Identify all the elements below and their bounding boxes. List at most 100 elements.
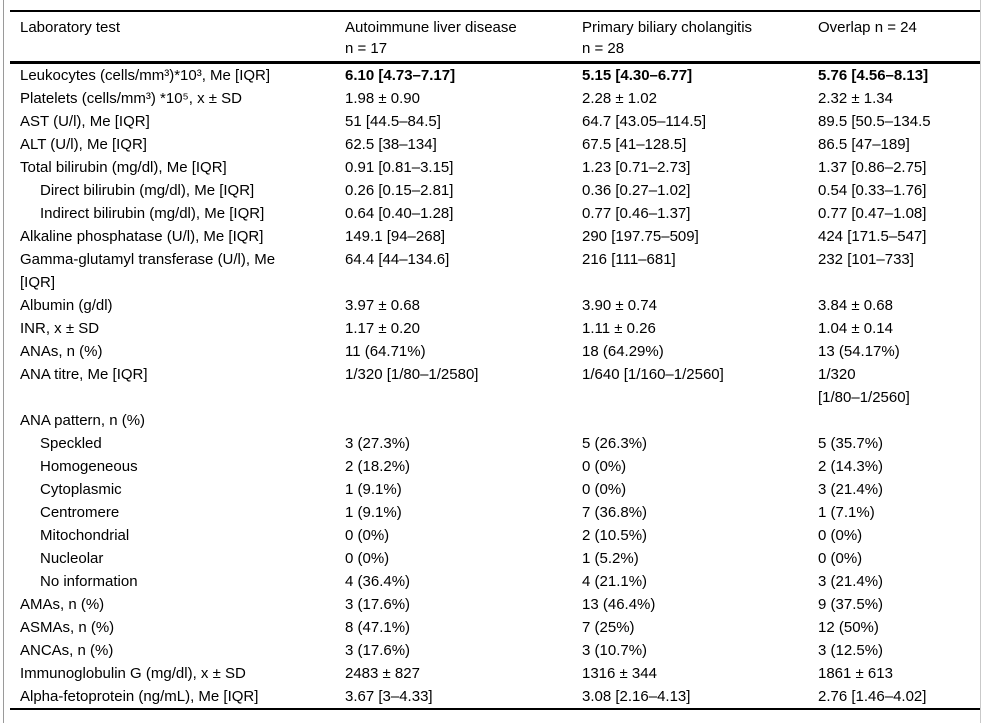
row-label: Mitochondrial — [40, 527, 130, 544]
row-value: 1/640 [1/160–1/2560] — [582, 366, 724, 383]
row-value: 1.11 ± 0.26 — [582, 320, 656, 337]
row-value: 18 (64.29%) — [582, 343, 664, 360]
table-row: Gamma-glutamyl transferase (U/l), Me [IQ… — [10, 248, 980, 294]
row-value: 3.84 ± 0.68 — [818, 297, 893, 314]
table-row: INR, x ± SD 1.17 ± 0.20 1.11 ± 0.26 1.04… — [10, 317, 980, 340]
row-value: 1 (5.2%) — [582, 550, 639, 567]
row-label: Immunoglobulin G (mg/dl), x ± SD — [20, 665, 246, 682]
row-label: ANA titre, Me [IQR] — [20, 366, 148, 383]
row-value: 64.7 [43.05–114.5] — [582, 113, 706, 130]
row-value: 3 (21.4%) — [818, 481, 884, 498]
row-label: Leukocytes (cells/mm³)*10³, Me [IQR] — [20, 67, 271, 84]
row-value: 2.28 ± 1.02 — [582, 90, 657, 107]
row-value: 0.36 [0.27–1.02] — [582, 182, 691, 199]
row-label: Alpha-fetoprotein (ng/mL), Me [IQR] — [20, 688, 259, 705]
row-value: 3.97 ± 0.68 — [345, 297, 420, 314]
row-label: No information — [40, 573, 138, 590]
row-value: 86.5 [47–189] — [818, 136, 910, 153]
row-value: 0.91 [0.81–3.15] — [345, 159, 454, 176]
row-value: 13 (54.17%) — [818, 343, 900, 360]
row-value: 0.26 [0.15–2.81] — [345, 182, 454, 199]
row-label: ANA pattern, n (%) — [20, 412, 146, 429]
row-value: 0.77 [0.47–1.08] — [818, 205, 927, 222]
table-row: Alpha-fetoprotein (ng/mL), Me [IQR] 3.67… — [10, 685, 980, 709]
row-value: 5.15 [4.30–6.77] — [582, 67, 693, 84]
row-value: 0.77 [0.46–1.37] — [582, 205, 691, 222]
table-row: Leukocytes (cells/mm³)*10³, Me [IQR] 6.1… — [10, 63, 980, 88]
header-row: Laboratory test Autoimmune liver disease… — [10, 11, 980, 64]
table-row: AMAs, n (%) 3 (17.6%) 13 (46.4%) 9 (37.5… — [10, 593, 980, 616]
row-value: 1 (9.1%) — [345, 504, 402, 521]
table-row: Alkaline phosphatase (U/l), Me [IQR] 149… — [10, 225, 980, 248]
row-label: ASMAs, n (%) — [20, 619, 115, 636]
row-label: Albumin (g/dl) — [20, 297, 113, 314]
table-row: ASMAs, n (%) 8 (47.1%) 7 (25%) 12 (50%) — [10, 616, 980, 639]
row-value: 12 (50%) — [818, 619, 879, 636]
row-value: 2.32 ± 1.34 — [818, 90, 893, 107]
column-header-overlap: Overlap n = 24 — [818, 11, 980, 64]
table-header: Laboratory test Autoimmune liver disease… — [10, 11, 980, 64]
row-value: 3 (17.6%) — [345, 596, 411, 613]
row-value — [818, 409, 980, 432]
row-value: 1.98 ± 0.90 — [345, 90, 420, 107]
row-value: 9 (37.5%) — [818, 596, 884, 613]
row-value: 1316 ± 344 — [582, 665, 657, 682]
row-value: 1.17 ± 0.20 — [345, 320, 420, 337]
table-row: AST (U/l), Me [IQR] 51 [44.5–84.5] 64.7 … — [10, 110, 980, 133]
row-value: 0 (0%) — [818, 527, 863, 544]
row-value: 7 (25%) — [582, 619, 635, 636]
table-row: ALT (U/l), Me [IQR] 62.5 [38–134] 67.5 [… — [10, 133, 980, 156]
row-label: Platelets (cells/mm³) *10⁵, x ± SD — [20, 90, 242, 107]
table-row: Speckled 3 (27.3%) 5 (26.3%) 5 (35.7%) — [10, 432, 980, 455]
row-value: 1/320 [1/80–1/2560] — [818, 366, 910, 406]
row-value: 5 (26.3%) — [582, 435, 648, 452]
row-label: Speckled — [40, 435, 102, 452]
column-header-primary-biliary-cholangitis: Primary biliary cholangitis n = 28 — [582, 11, 818, 64]
table-row: Immunoglobulin G (mg/dl), x ± SD 2483 ± … — [10, 662, 980, 685]
table-row: Mitochondrial 0 (0%) 2 (10.5%) 0 (0%) — [10, 524, 980, 547]
row-label: Total bilirubin (mg/dl), Me [IQR] — [20, 159, 227, 176]
row-value: 3 (12.5%) — [818, 642, 884, 659]
row-label: Direct bilirubin (mg/dl), Me [IQR] — [40, 182, 255, 199]
table-row: Nucleolar 0 (0%) 1 (5.2%) 0 (0%) — [10, 547, 980, 570]
row-label: INR, x ± SD — [20, 320, 100, 337]
table-row: Centromere 1 (9.1%) 7 (36.8%) 1 (7.1%) — [10, 501, 980, 524]
row-value: 2 (18.2%) — [345, 458, 411, 475]
column-header-autoimmune-liver-disease: Autoimmune liver disease n = 17 — [345, 11, 582, 64]
table-row: Indirect bilirubin (mg/dl), Me [IQR] 0.6… — [10, 202, 980, 225]
table-row: Direct bilirubin (mg/dl), Me [IQR] 0.26 … — [10, 179, 980, 202]
row-value: 5 (35.7%) — [818, 435, 884, 452]
row-value — [345, 409, 582, 432]
table-body: Leukocytes (cells/mm³)*10³, Me [IQR] 6.1… — [10, 63, 980, 710]
row-value: 1.23 [0.71–2.73] — [582, 159, 691, 176]
row-value: 4 (36.4%) — [345, 573, 411, 590]
row-value: 2 (10.5%) — [582, 527, 648, 544]
row-value: 216 [111–681] — [582, 251, 676, 268]
row-value: 62.5 [38–134] — [345, 136, 437, 153]
table-row: Platelets (cells/mm³) *10⁵, x ± SD 1.98 … — [10, 87, 980, 110]
row-label: ANAs, n (%) — [20, 343, 103, 360]
row-value: 89.5 [50.5–134.5 — [818, 113, 931, 130]
row-value: 0.54 [0.33–1.76] — [818, 182, 927, 199]
row-value: 3 (17.6%) — [345, 642, 411, 659]
row-value: 0 (0%) — [582, 481, 627, 498]
row-value: 232 [101–733] — [818, 251, 914, 268]
row-label: Nucleolar — [40, 550, 104, 567]
table-row: ANA titre, Me [IQR] 1/320 [1/80–1/2580] … — [10, 363, 980, 409]
row-value: 0.64 [0.40–1.28] — [345, 205, 454, 222]
table-row: ANAs, n (%) 11 (64.71%) 18 (64.29%) 13 (… — [10, 340, 980, 363]
row-value: 1.37 [0.86–2.75] — [818, 159, 927, 176]
row-value: 3.08 [2.16–4.13] — [582, 688, 691, 705]
row-label: Cytoplasmic — [40, 481, 122, 498]
row-value: 3 (27.3%) — [345, 435, 411, 452]
row-value: 424 [171.5–547] — [818, 228, 927, 245]
row-value: 1861 ± 613 — [818, 665, 893, 682]
row-label: Alkaline phosphatase (U/l), Me [IQR] — [20, 228, 264, 245]
row-label: Homogeneous — [40, 458, 138, 475]
row-label: AMAs, n (%) — [20, 596, 105, 613]
row-value: 3.67 [3–4.33] — [345, 688, 433, 705]
table-row: Total bilirubin (mg/dl), Me [IQR] 0.91 [… — [10, 156, 980, 179]
row-value: 0 (0%) — [582, 458, 627, 475]
table-row: No information 4 (36.4%) 4 (21.1%) 3 (21… — [10, 570, 980, 593]
row-value: 3 (10.7%) — [582, 642, 648, 659]
